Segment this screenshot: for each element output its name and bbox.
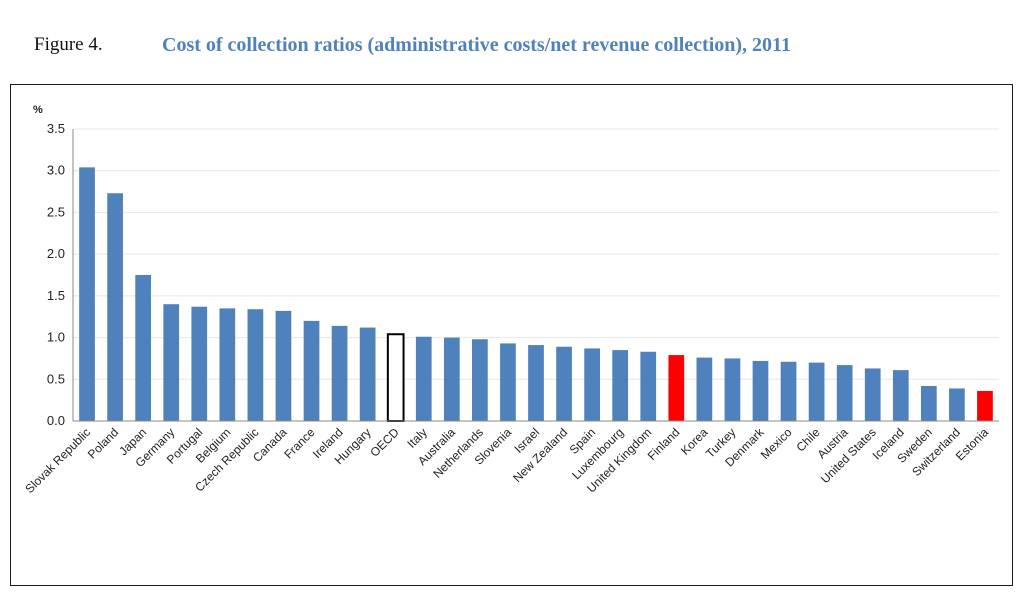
x-tick-label: Poland	[85, 425, 121, 461]
bar-korea	[696, 357, 713, 421]
x-tick-label: France	[281, 425, 318, 462]
bar-slovak-republic	[79, 167, 95, 421]
bar-sweden	[920, 385, 937, 421]
y-tick-label: 1.5	[47, 288, 65, 303]
bar-japan	[135, 275, 152, 421]
bar-chile	[808, 362, 825, 421]
bar-czech-republic	[247, 309, 264, 421]
bar-switzerland	[949, 388, 965, 421]
x-tick-label: Mexico	[758, 425, 795, 462]
figure-caption: Cost of collection ratios (administrativ…	[162, 34, 791, 56]
bar-denmark	[752, 360, 769, 421]
bar-israel	[528, 345, 544, 421]
bar-portugal	[191, 306, 208, 421]
bar-belgium	[219, 308, 236, 421]
bar-germany	[163, 304, 180, 421]
bar-slovenia	[500, 343, 516, 421]
y-tick-label: 2.5	[47, 204, 65, 219]
bar-spain	[584, 348, 600, 421]
bar-france	[303, 320, 320, 421]
x-tick-label: Slovak Republic	[22, 425, 93, 496]
y-tick-label: 1.0	[47, 330, 65, 345]
gridlines	[73, 128, 999, 380]
bar-poland	[107, 193, 123, 421]
bar-united-states	[864, 368, 881, 421]
bar-new-zealand	[556, 346, 572, 421]
bar-united-kingdom	[640, 351, 657, 421]
bars	[79, 167, 993, 422]
y-axis-unit-label: %	[33, 104, 43, 116]
y-tick-label: 2.0	[47, 246, 65, 261]
bar-finland	[668, 355, 685, 421]
chart-frame: 0.0 0.5 1.0 1.5 2.0 2.5 3.0 3.5 Slovak Republic P…	[10, 84, 1013, 586]
bar-italy	[415, 336, 432, 421]
bar-iceland	[892, 370, 909, 421]
bar-luxembourg	[612, 350, 629, 421]
y-tick-label: 0.5	[47, 371, 65, 386]
y-tick-label: 3.5	[47, 121, 65, 136]
bar-hungary	[359, 327, 376, 421]
x-tick-label: OECD	[367, 425, 402, 460]
y-tick-label: 3.0	[47, 163, 65, 178]
bar-chart: 0.0 0.5 1.0 1.5 2.0 2.5 3.0 3.5 Slovak RepublicP…	[22, 104, 999, 496]
bar-mexico	[780, 361, 797, 421]
bar-australia	[443, 337, 460, 421]
y-tick-label: 0.0	[47, 413, 65, 428]
bar-turkey	[724, 358, 741, 421]
bar-estonia	[977, 390, 993, 421]
figure-label: Figure 4.	[34, 34, 103, 55]
bar-austria	[836, 365, 853, 421]
figure-title: Figure 4. Cost of collection ratios (adm…	[0, 34, 1024, 64]
bar-oecd	[386, 333, 405, 422]
bar-ireland	[331, 325, 348, 421]
bar-netherlands	[472, 339, 488, 421]
bar-canada	[275, 310, 292, 421]
x-tick-label: Finland	[645, 425, 683, 463]
